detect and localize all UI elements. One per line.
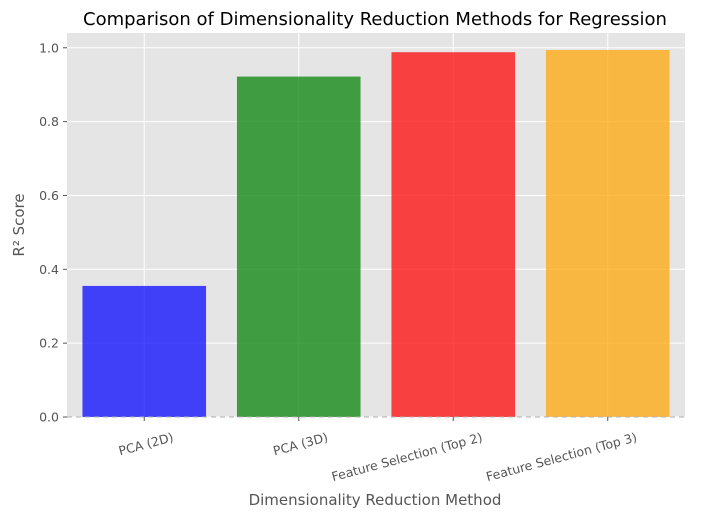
x-axis-ticks: PCA (2D) PCA (3D) Feature Selection (Top 2…: [117, 417, 639, 484]
bar: [82, 285, 207, 417]
x-tick-label: PCA (3D): [271, 429, 329, 458]
x-axis-label: Dimensionality Reduction Method: [249, 491, 502, 509]
y-tick-label: 0.6: [39, 188, 59, 203]
y-tick-label: 0.4: [39, 262, 59, 277]
x-tick-label: PCA (2D): [117, 429, 175, 458]
bar: [236, 76, 361, 418]
x-tick-label: Feature Selection (Top 3): [484, 429, 638, 484]
y-axis-ticks: 0.0 0.2 0.4 0.6 0.8 1.0: [39, 40, 67, 425]
bars: [82, 49, 670, 418]
y-tick-label: 0.8: [39, 114, 59, 129]
y-tick-label: 1.0: [39, 40, 59, 55]
y-tick-label: 0.2: [39, 336, 59, 351]
x-tick-label: Feature Selection (Top 2): [330, 429, 484, 484]
y-tick-label: 0.0: [39, 410, 59, 425]
chart-title: Comparison of Dimensionality Reduction M…: [83, 9, 667, 30]
bar: [391, 52, 516, 417]
y-axis-label: R² Score: [10, 193, 28, 256]
bar: [545, 49, 670, 417]
